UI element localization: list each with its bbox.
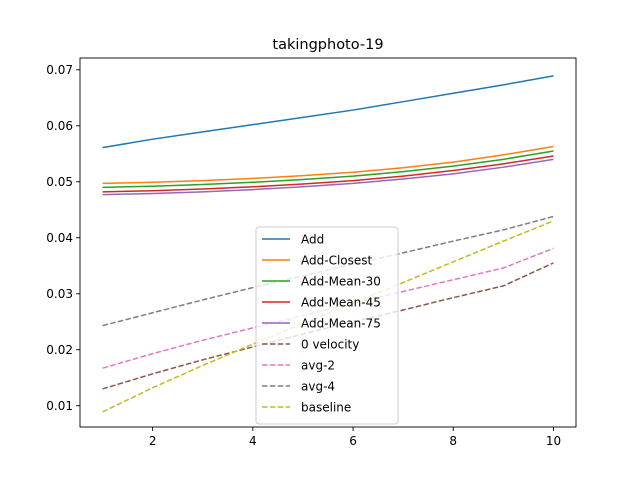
legend-label: baseline xyxy=(301,400,351,414)
y-tick-label: 0.05 xyxy=(46,175,73,189)
y-tick-label: 0.06 xyxy=(46,119,73,133)
series-line-add xyxy=(102,75,554,149)
legend-box xyxy=(255,226,399,425)
x-tick-label: 10 xyxy=(546,434,561,448)
x-tick-label: 6 xyxy=(349,434,357,448)
legend-label: 0 velocity xyxy=(301,337,359,351)
legend-label: Add-Mean-75 xyxy=(301,316,381,330)
legend-label: Add xyxy=(301,232,324,246)
series-line-add-closest xyxy=(102,145,554,185)
legend-label: Add-Closest xyxy=(301,253,373,267)
series-line-add-mean-30 xyxy=(102,150,554,189)
legend-label: avg-4 xyxy=(301,379,335,393)
y-axis: 0.01 0.02 0.03 0.04 0.05 0.06 0.07 xyxy=(46,63,80,413)
plot-frame xyxy=(79,57,577,428)
x-tick-label: 2 xyxy=(149,434,157,448)
legend-label: avg-2 xyxy=(301,358,335,372)
chart-title: takingphoto-19 xyxy=(272,37,383,53)
x-axis: 2 4 6 8 10 xyxy=(149,427,561,448)
legend-label: Add-Mean-30 xyxy=(301,274,381,288)
x-tick-label: 8 xyxy=(449,434,457,448)
x-tick-label: 4 xyxy=(249,434,257,448)
y-tick-label: 0.04 xyxy=(46,231,73,245)
legend-label: Add-Mean-45 xyxy=(301,295,381,309)
series-line-add-mean-75 xyxy=(102,158,554,196)
y-tick-label: 0.07 xyxy=(46,63,73,77)
y-tick-label: 0.03 xyxy=(46,287,73,301)
y-tick-label: 0.01 xyxy=(46,399,73,413)
series-line-add-mean-45 xyxy=(102,155,554,193)
legend: Add Add-Closest Add-Mean-30 Add-Mean-45 Add-… xyxy=(255,226,399,425)
y-tick-label: 0.02 xyxy=(46,343,73,357)
